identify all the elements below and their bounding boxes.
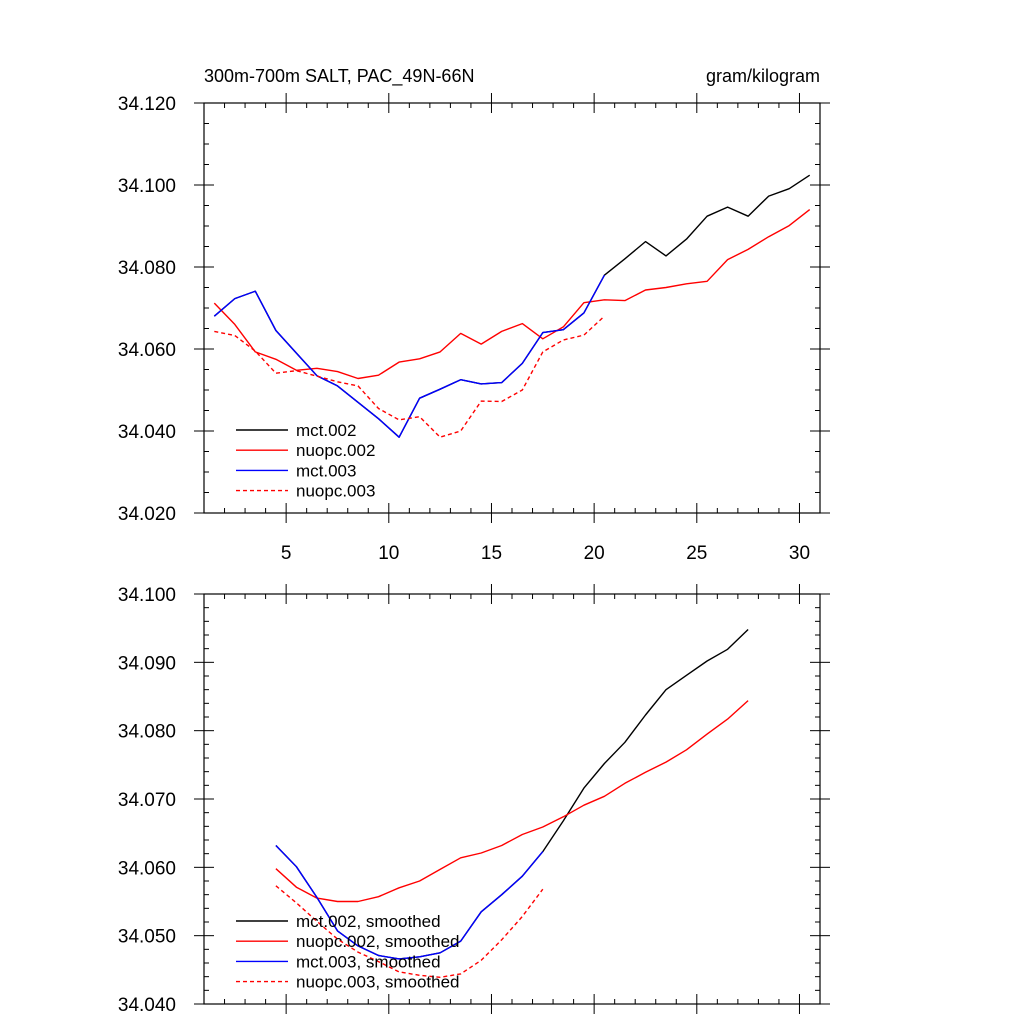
bottom-y-tick-label: 34.050 — [118, 927, 176, 948]
top-panel: 300m-700m SALT, PAC_49N-66N gram/kilogra… — [118, 66, 830, 564]
bottom-series-line-2 — [275, 845, 544, 960]
bottom-y-tick-label: 34.070 — [118, 790, 176, 811]
top-x-tick-label: 5 — [281, 543, 292, 564]
top-x-tick-label: 10 — [378, 543, 399, 564]
bottom-series-line-3 — [275, 885, 544, 978]
top-y-tick-label: 34.040 — [118, 422, 176, 443]
top-series-line-2 — [213, 274, 606, 438]
bottom-y-tick-label: 34.090 — [118, 653, 176, 674]
top-series-lines — [213, 174, 811, 438]
top-series-line-3 — [214, 315, 605, 438]
top-chart-units: gram/kilogram — [706, 66, 820, 86]
bottom-series-lines — [275, 628, 749, 978]
bottom-axes: 34.040 34.050 34.060 34.070 34.080 34.090 34.1… — [118, 584, 830, 1016]
top-legend-label: nuopc.002 — [296, 441, 375, 460]
bottom-legend-label: mct.003, smoothed — [296, 952, 441, 971]
bottom-panel: 34.040 34.050 34.060 34.070 34.080 34.090 34.1… — [118, 584, 830, 1016]
top-legend-label: nuopc.003 — [296, 482, 375, 501]
bottom-y-tick-label: 34.080 — [118, 722, 176, 743]
bottom-legend-label: nuopc.003, smoothed — [296, 973, 460, 992]
top-y-tick-label: 34.080 — [118, 258, 176, 279]
top-chart-title: 300m-700m SALT, PAC_49N-66N — [204, 66, 474, 87]
bottom-series-line-0 — [275, 628, 749, 960]
bottom-legend-label: mct.002, smoothed — [296, 912, 441, 931]
top-x-tick-label: 20 — [584, 543, 605, 564]
top-y-tick-label: 34.060 — [118, 340, 176, 361]
bottom-y-tick-label: 34.040 — [118, 995, 176, 1016]
top-series-line-0 — [213, 174, 811, 438]
top-series-line-1 — [213, 209, 811, 380]
top-x-tick-label: 25 — [686, 543, 707, 564]
top-legend-label: mct.003 — [296, 461, 356, 480]
top-x-tick-label: 30 — [789, 543, 810, 564]
top-legend-label: mct.002 — [296, 421, 356, 440]
top-axes: 5 10 15 20 25 30 34.020 34.040 34.060 34.080 34.10… — [118, 93, 830, 564]
top-x-tick-label: 15 — [481, 543, 502, 564]
top-y-tick-label: 34.020 — [118, 504, 176, 525]
bottom-y-tick-label: 34.100 — [118, 585, 176, 606]
top-y-tick-label: 34.100 — [118, 176, 176, 197]
bottom-series-line-1 — [275, 700, 749, 903]
bottom-y-tick-label: 34.060 — [118, 858, 176, 879]
bottom-legend-label: nuopc.002, smoothed — [296, 932, 460, 951]
top-y-tick-label: 34.120 — [118, 94, 176, 115]
